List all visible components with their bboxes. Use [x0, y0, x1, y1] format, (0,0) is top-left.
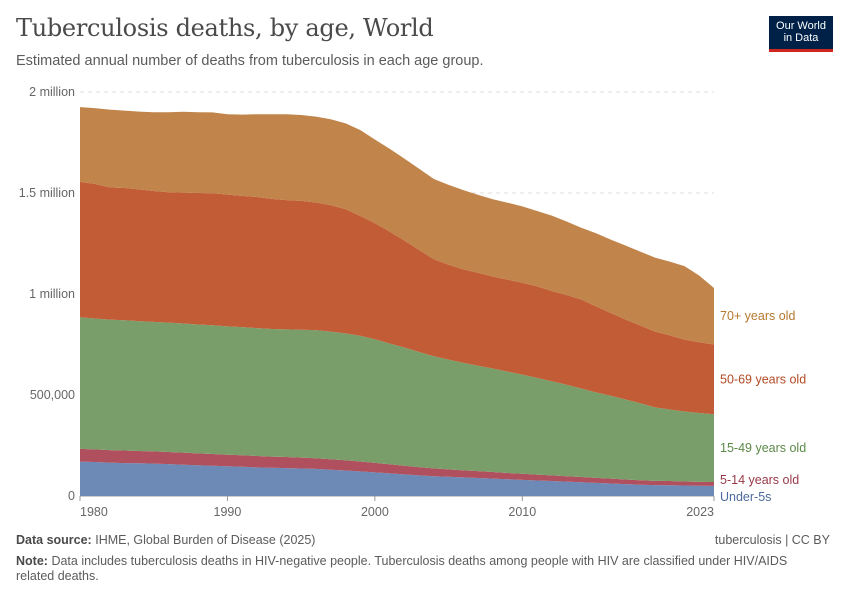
series-label-70-years-old: 70+ years old — [720, 309, 795, 323]
note-text: Data includes tuberculosis deaths in HIV… — [16, 554, 788, 583]
note-label: Note: — [16, 554, 48, 568]
x-axis-ticks: 1980 1990 2000 2010 2023 — [79, 496, 715, 519]
x-tick-label: 2010 — [508, 505, 536, 519]
area-50-69-years-old[interactable] — [80, 181, 714, 415]
owid-logo[interactable]: Our World in Data — [769, 16, 833, 52]
area-5-14-years-old[interactable] — [80, 448, 714, 486]
x-tick-label: 2000 — [361, 505, 389, 519]
chart-subtitle: Estimated annual number of deaths from t… — [16, 53, 484, 69]
data-source: Data source: IHME, Global Burden of Dise… — [16, 533, 315, 547]
stacked-area-chart: 0 500,000 1 million 1.5 million 2 million 19… — [19, 85, 806, 519]
data-source-text[interactable]: IHME, Global Burden of Disease (2025) — [95, 533, 316, 547]
series-label-5-14-years-old: 5-14 years old — [720, 473, 799, 487]
area-series[interactable] — [80, 107, 714, 496]
y-tick-label: 1.5 million — [19, 186, 75, 200]
series-label-50-69-years-old: 50-69 years old — [720, 372, 806, 386]
area-15-49-years-old[interactable] — [80, 317, 714, 483]
x-tick-label: 2023 — [686, 505, 714, 519]
data-source-label: Data source: — [16, 533, 92, 547]
area-under-5s[interactable] — [80, 461, 714, 496]
series-labels: Under-5s 5-14 years old 15-49 years old 50-… — [720, 309, 806, 504]
series-label-under-5s: Under-5s — [720, 490, 771, 504]
y-axis-ticks: 0 500,000 1 million 1.5 million 2 million — [19, 85, 75, 503]
x-tick-label: 1980 — [80, 505, 108, 519]
series-label-15-49-years-old: 15-49 years old — [720, 441, 806, 455]
license[interactable]: tuberculosis | CC BY — [714, 533, 830, 547]
y-tick-label: 1 million — [29, 287, 75, 301]
x-tick-label: 1990 — [214, 505, 242, 519]
area-70-years-old[interactable] — [80, 107, 714, 345]
y-tick-label: 500,000 — [30, 388, 75, 402]
chart-note: Note: Data includes tuberculosis deaths … — [16, 554, 816, 584]
chart-title: Tuberculosis deaths, by age, World — [16, 14, 434, 42]
y-tick-label: 0 — [68, 489, 75, 503]
logo-line-1: Our World — [776, 20, 826, 32]
y-tick-label: 2 million — [29, 85, 75, 99]
logo-line-2: in Data — [783, 32, 819, 44]
